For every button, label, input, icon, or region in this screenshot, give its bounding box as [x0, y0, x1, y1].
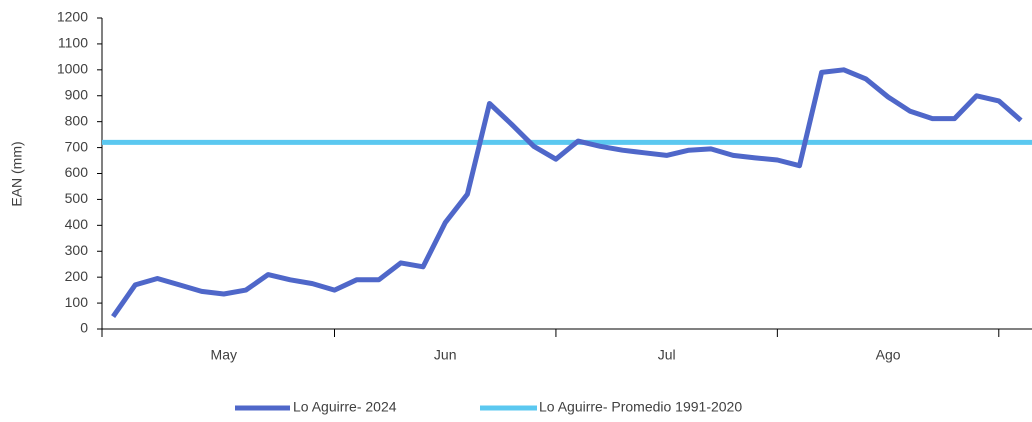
x-tick-label: Ago: [876, 347, 901, 363]
y-tick-label: 200: [65, 268, 89, 284]
y-tick-label: 600: [65, 164, 89, 180]
y-axis-label: EAN (mm): [9, 141, 25, 206]
y-tick-label: 1000: [57, 61, 88, 77]
legend-label: Lo Aguirre- Promedio 1991-2020: [539, 399, 742, 415]
legend-label: Lo Aguirre- 2024: [293, 399, 397, 415]
y-tick-label: 800: [65, 112, 89, 128]
y-tick-label: 900: [65, 86, 89, 102]
y-tick-label: 500: [65, 190, 89, 206]
y-tick-label: 1200: [57, 9, 88, 25]
y-tick-label: 100: [65, 294, 89, 310]
y-tick-label: 700: [65, 138, 89, 154]
data-line: [111, 67, 1023, 319]
y-tick-label: 300: [65, 242, 89, 258]
y-tick-label: 0: [80, 320, 88, 336]
x-tick-label: May: [211, 347, 237, 363]
x-tick-label: Jul: [658, 347, 676, 363]
x-tick-label: Jun: [434, 347, 457, 363]
y-tick-label: 1100: [58, 35, 88, 51]
y-tick-label: 400: [65, 216, 89, 232]
